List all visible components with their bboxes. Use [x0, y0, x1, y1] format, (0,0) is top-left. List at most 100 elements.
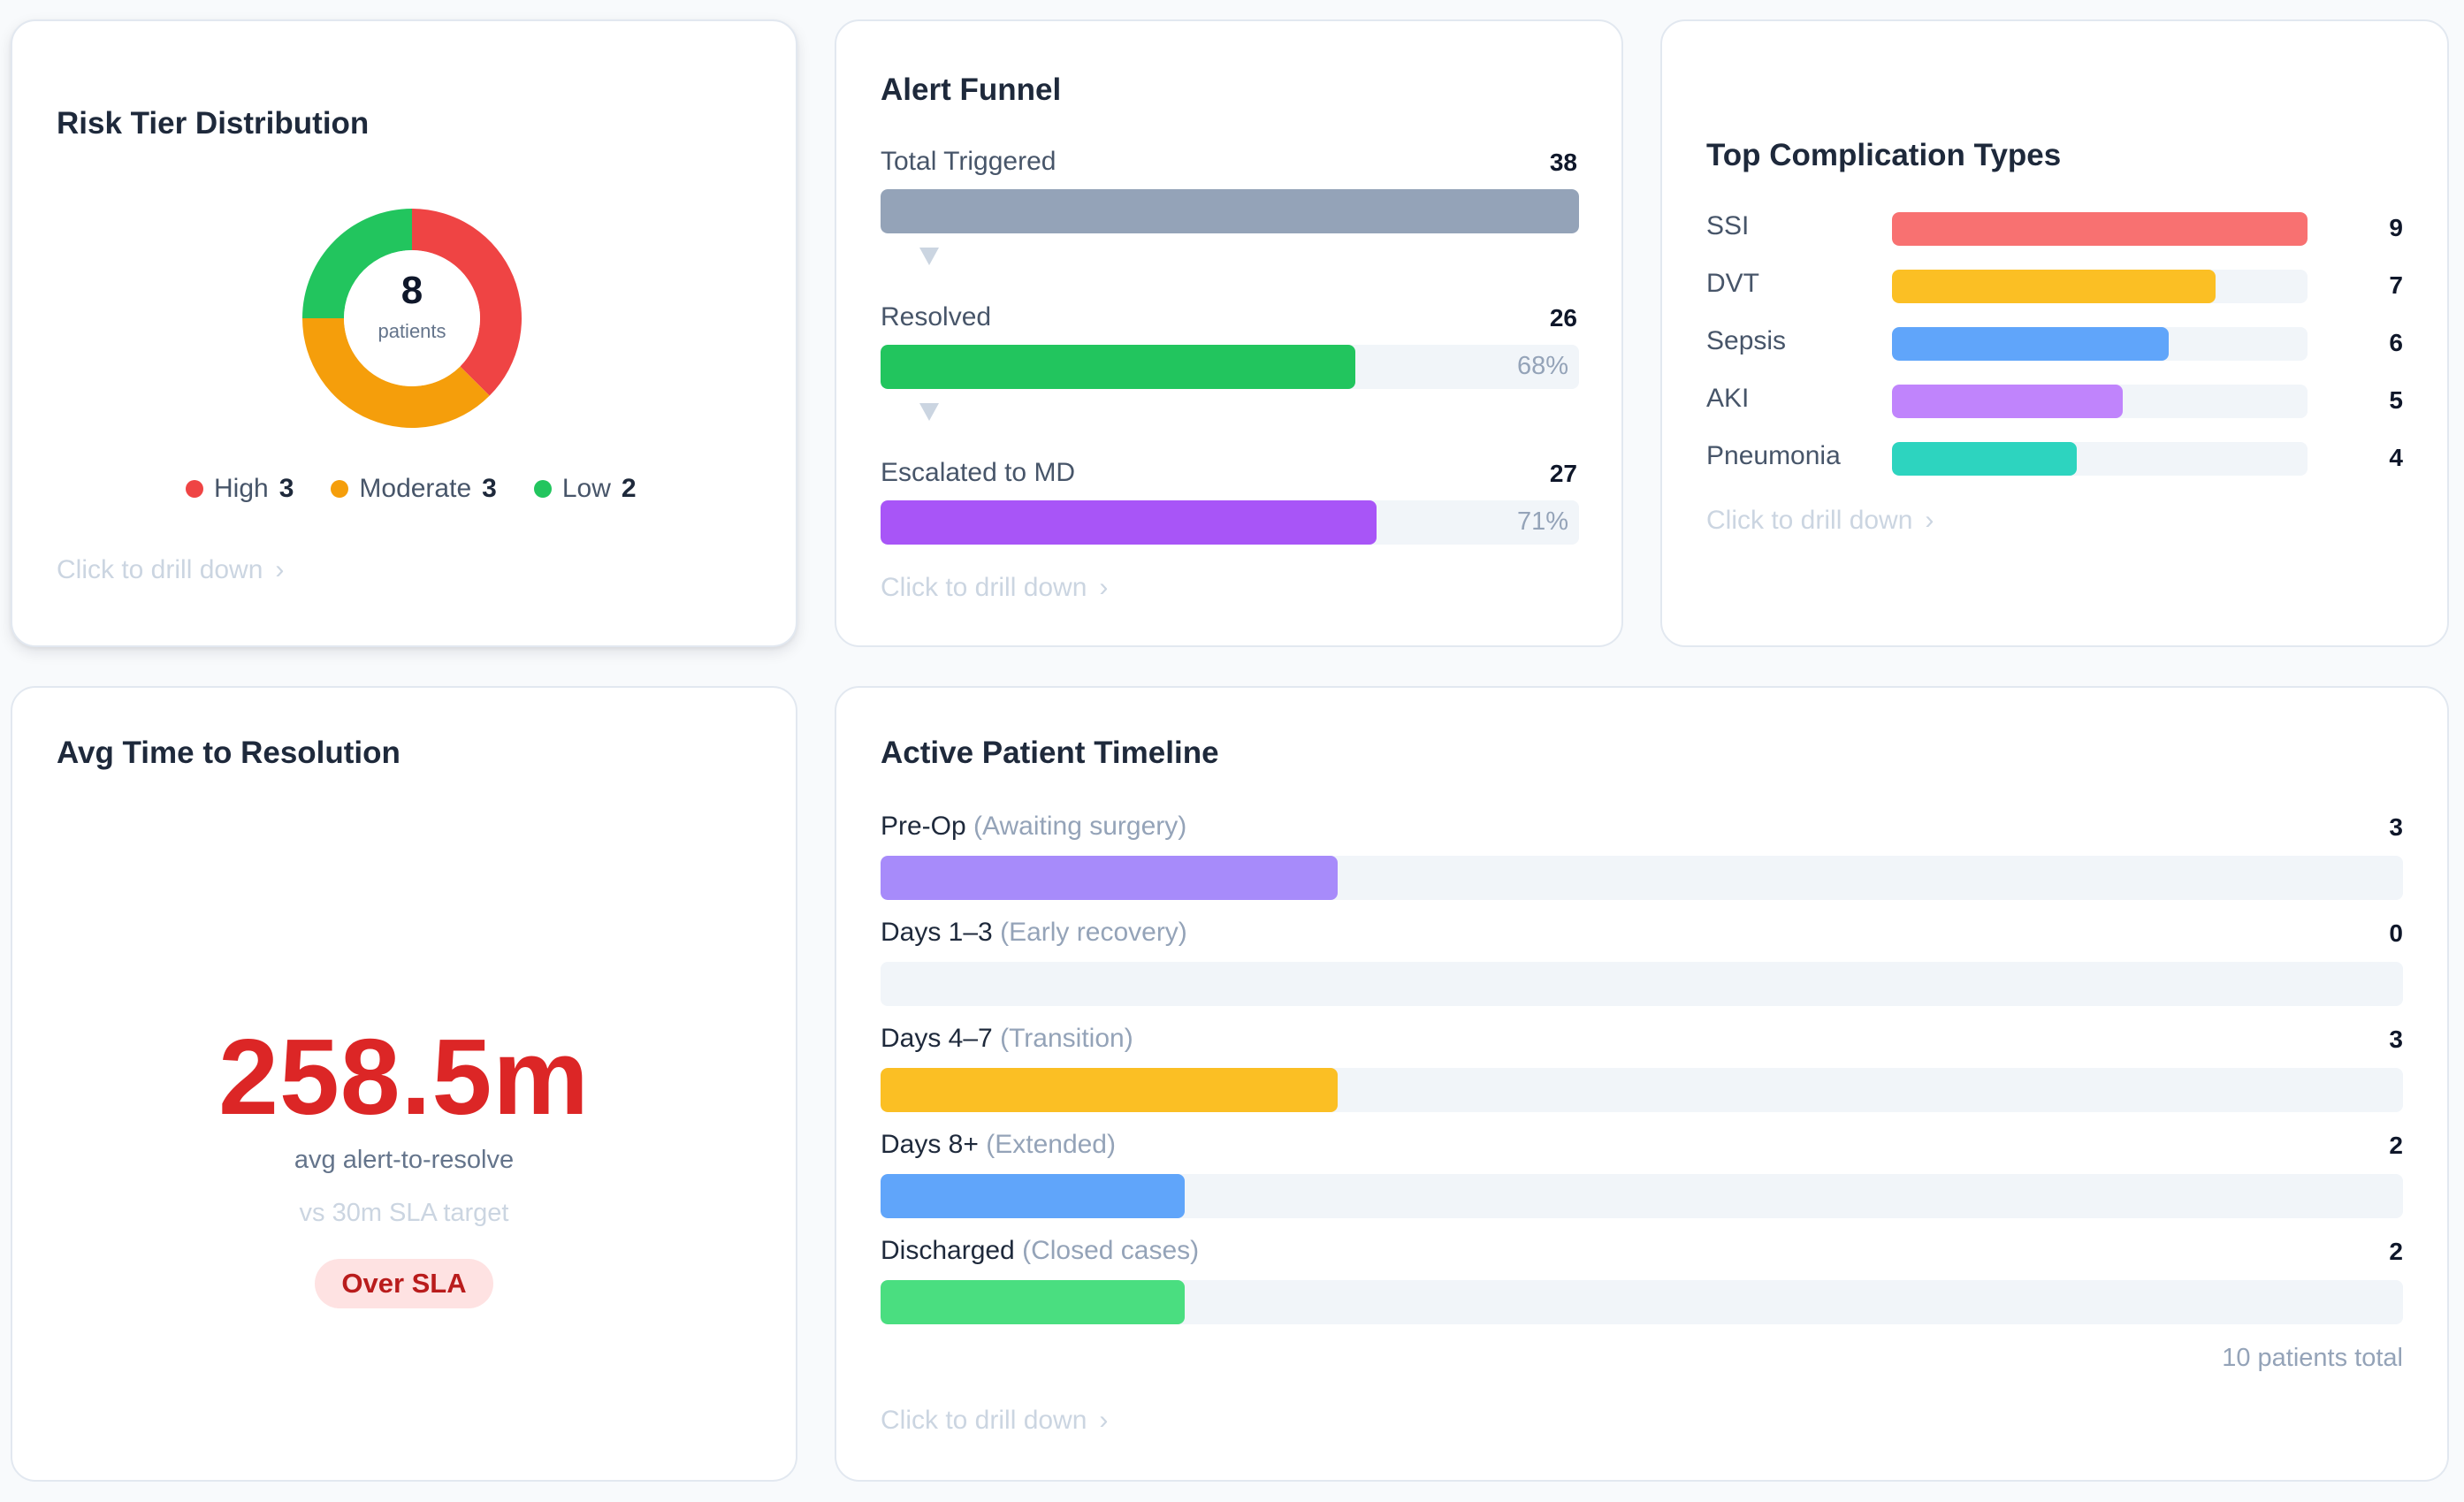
complication-bar-dvt [1892, 270, 2216, 303]
timeline-phase-name: Discharged [881, 1236, 1015, 1265]
complication-bar-ssi [1892, 212, 2308, 246]
alert-funnel-title: Alert Funnel [881, 72, 1062, 107]
resolution-title: Avg Time to Resolution [57, 736, 400, 770]
funnel-stage-label: Resolved [881, 302, 992, 332]
legend-item-low[interactable]: Low 2 [533, 474, 637, 504]
donut-segment-low[interactable] [302, 209, 412, 318]
alert-funnel-card[interactable]: Alert Funnel Total Triggered 38 Resolved… [835, 19, 1623, 647]
high-dot-icon [186, 480, 203, 498]
legend-count-high: 3 [278, 474, 294, 503]
complication-bar-track[interactable] [1892, 442, 2308, 476]
risk-donut-chart[interactable] [297, 203, 527, 433]
funnel-bar-total [881, 189, 1579, 233]
complication-count: 5 [2389, 386, 2403, 414]
timeline-count: 2 [2389, 1238, 2403, 1265]
donut-segment-high[interactable] [412, 209, 522, 396]
sla-badge-label: Over SLA [315, 1259, 493, 1308]
timeline-bar-track[interactable] [881, 1174, 2403, 1218]
chevron-right-icon: › [275, 555, 285, 584]
risk-tier-card[interactable]: Risk Tier Distribution 8 patients High 3… [11, 19, 797, 647]
timeline-phase-desc: (Closed cases) [1022, 1236, 1200, 1265]
donut-hole [344, 250, 480, 386]
timeline-phase-name: Days 8+ [881, 1130, 979, 1159]
funnel-stage-count: 38 [1549, 149, 1577, 176]
timeline-title: Active Patient Timeline [881, 736, 1219, 770]
timeline-phase-desc: (Early recovery) [1000, 918, 1187, 947]
funnel-bar-track[interactable] [881, 345, 1579, 389]
moderate-dot-icon [331, 480, 349, 498]
complication-bar-track[interactable] [1892, 327, 2308, 361]
timeline-row-label: Discharged (Closed cases) [881, 1236, 1199, 1266]
donut-total: 8 [400, 269, 423, 312]
donut-total-label: patients [378, 320, 446, 342]
funnel-bar-track[interactable] [881, 189, 1579, 233]
timeline-bar-days8 [881, 1174, 1186, 1218]
complication-bar-pneumonia [1892, 442, 2077, 476]
timeline-phase-desc: (Extended) [986, 1130, 1116, 1159]
legend-label-high: High [214, 474, 269, 503]
complication-label: SSI [1706, 211, 1750, 240]
legend-item-moderate[interactable]: Moderate 3 [331, 474, 497, 504]
timeline-count: 0 [2389, 919, 2403, 947]
resolution-subtitle: avg alert-to-resolve [294, 1146, 515, 1174]
timeline-count: 2 [2389, 1132, 2403, 1159]
funnel-drill-label: Click to drill down [881, 573, 1087, 602]
complications-drill-down-link[interactable]: Click to drill down › [1706, 506, 1934, 536]
timeline-row-label: Days 8+ (Extended) [881, 1130, 1116, 1160]
funnel-stage-pct: 68% [1516, 352, 1568, 380]
timeline-count: 3 [2389, 813, 2403, 841]
legend-label-moderate: Moderate [359, 474, 472, 503]
timeline-bar-track[interactable] [881, 856, 2403, 900]
risk-tier-title: Risk Tier Distribution [57, 106, 370, 141]
funnel-stage-count: 26 [1549, 304, 1577, 332]
timeline-bar-track[interactable] [881, 962, 2403, 1006]
funnel-stage-label: Total Triggered [881, 147, 1057, 176]
low-dot-icon [533, 480, 552, 498]
complication-bar-sepsis [1892, 327, 2170, 361]
timeline-bar-days47 [881, 1068, 1338, 1112]
complication-count: 9 [2389, 214, 2403, 241]
timeline-phase-desc: (Awaiting surgery) [973, 812, 1187, 841]
timeline-row-label: Days 4–7 (Transition) [881, 1024, 1133, 1054]
sla-status-badge: Over SLA [12, 1259, 796, 1308]
timeline-card[interactable]: Active Patient Timeline 10 patients tota… [835, 686, 2449, 1482]
funnel-drill-down-link[interactable]: Click to drill down › [881, 573, 1108, 603]
complication-count: 4 [2389, 444, 2403, 471]
timeline-row-label: Days 1–3 (Early recovery) [881, 918, 1187, 948]
donut-segment-moderate[interactable] [302, 318, 490, 429]
timeline-drill-down-link[interactable]: Click to drill down › [881, 1406, 1108, 1436]
complications-card[interactable]: Top Complication Types Click to drill do… [1660, 19, 2449, 647]
chevron-right-icon: › [1925, 506, 1934, 535]
timeline-drill-label: Click to drill down [881, 1406, 1087, 1435]
complication-bar-track[interactable] [1892, 212, 2308, 246]
complication-count: 6 [2389, 329, 2403, 356]
funnel-arrow-down-icon [919, 248, 939, 265]
complication-label: Sepsis [1706, 326, 1787, 355]
complication-bar-aki [1892, 385, 2124, 418]
complication-bar-track[interactable] [1892, 270, 2308, 303]
resolution-card[interactable]: Avg Time to Resolution 258.5m avg alert-… [11, 686, 797, 1482]
complication-bar-track[interactable] [1892, 385, 2308, 418]
timeline-footer: 10 patients total [2222, 1344, 2403, 1372]
timeline-phase-name: Pre-Op [881, 812, 966, 841]
complication-count: 7 [2389, 271, 2403, 299]
complications-drill-label: Click to drill down [1706, 506, 1913, 535]
timeline-phase-name: Days 1–3 [881, 918, 993, 947]
timeline-count: 3 [2389, 1025, 2403, 1053]
timeline-bar-track[interactable] [881, 1068, 2403, 1112]
funnel-arrow-down-icon [919, 403, 939, 421]
resolution-target: vs 30m SLA target [299, 1199, 509, 1227]
timeline-bar-track[interactable] [881, 1280, 2403, 1324]
funnel-stage-label: Escalated to MD [881, 458, 1076, 487]
risk-legend: High 3 Moderate 3 Low 2 [186, 474, 674, 504]
risk-drill-down-link[interactable]: Click to drill down › [57, 555, 284, 585]
funnel-bar-track[interactable] [881, 500, 1579, 545]
complications-title: Top Complication Types [1706, 138, 2062, 172]
legend-item-high[interactable]: High 3 [186, 474, 294, 504]
legend-label-low: Low [561, 474, 611, 503]
funnel-stage-count: 27 [1549, 460, 1577, 487]
funnel-stage-pct: 71% [1516, 507, 1568, 536]
chevron-right-icon: › [1099, 1406, 1109, 1435]
timeline-bar-preop [881, 856, 1338, 900]
legend-count-low: 2 [621, 474, 637, 503]
